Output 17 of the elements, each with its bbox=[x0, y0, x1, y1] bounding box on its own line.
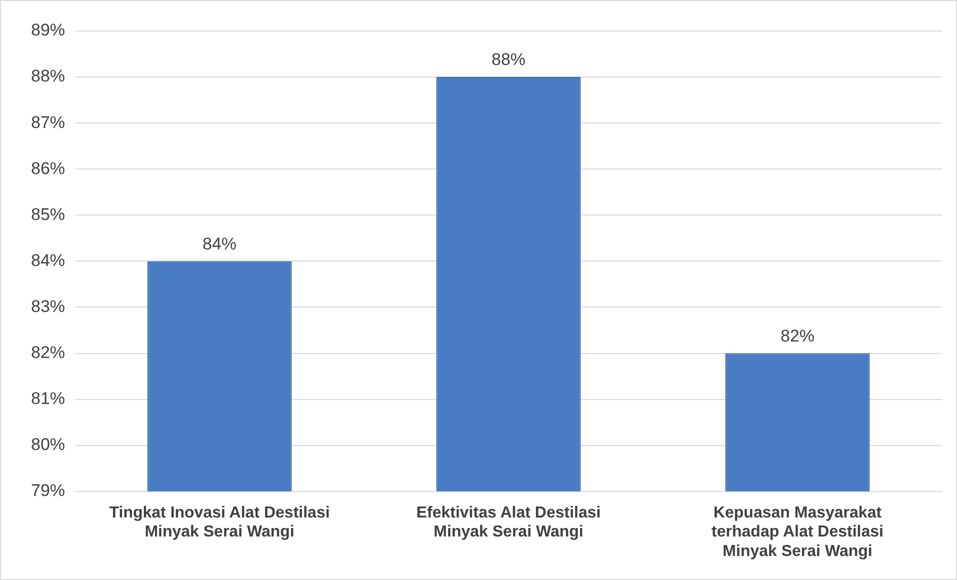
y-tick-label: 89% bbox=[30, 20, 66, 40]
y-tick-label: 83% bbox=[30, 296, 66, 316]
x-tick-label: Tingkat Inovasi Alat Destilasi Minyak Serai Wangi bbox=[109, 504, 330, 541]
y-tick-label: 80% bbox=[30, 435, 66, 454]
x-tick-label: Efektivitas Alat Destilasi Minyak Serai Wangi bbox=[416, 504, 601, 541]
y-tick-label: 81% bbox=[30, 389, 66, 408]
data-label: 82% bbox=[780, 326, 815, 346]
y-tick-label: 88% bbox=[30, 66, 66, 86]
y-tick-label: 79% bbox=[30, 481, 66, 500]
y-tick-label: 82% bbox=[30, 342, 66, 362]
x-tick-label: Kepuasan Masyarakat terhadap Alat Destilasi Minyak Serai Wangi bbox=[712, 504, 884, 560]
y-tick-label: 84% bbox=[30, 250, 66, 270]
data-label: 84% bbox=[202, 234, 237, 254]
y-tick-label: 86% bbox=[30, 158, 66, 178]
y-tick-label: 87% bbox=[30, 112, 66, 132]
y-tick-label: 85% bbox=[30, 204, 66, 224]
data-label: 88% bbox=[491, 50, 526, 70]
